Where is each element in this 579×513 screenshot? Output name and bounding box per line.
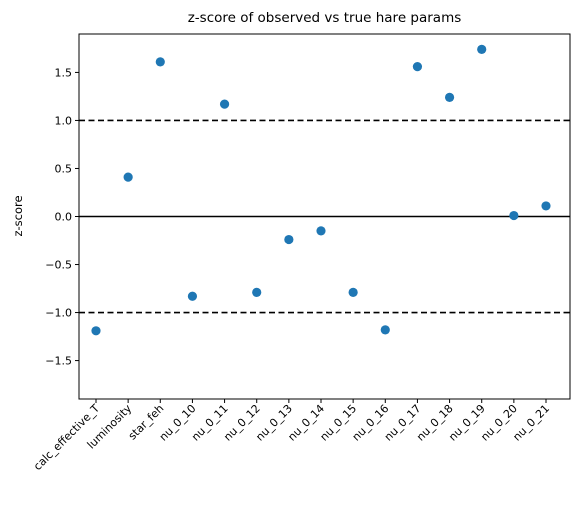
y-tick-label: 1.5: [55, 66, 73, 79]
plot-frame: [78, 33, 571, 400]
data-point: [316, 226, 326, 236]
y-tick-label: −1.5: [45, 355, 72, 368]
data-point: [380, 325, 390, 335]
data-point: [91, 326, 101, 336]
data-point: [252, 287, 262, 297]
data-point: [444, 92, 455, 102]
y-axis-label: z-score: [11, 195, 25, 236]
data-point: [509, 210, 519, 221]
data-point: [155, 57, 165, 67]
reference-lines: [79, 119, 570, 314]
data-points: [91, 44, 551, 336]
data-point: [123, 172, 133, 182]
data-point: [477, 44, 487, 54]
data-point: [348, 287, 358, 297]
y-tick-label: 0.0: [55, 211, 73, 224]
chart-title: z-score of observed vs true hare params: [188, 10, 462, 26]
y-axis-ticks: −1.5 −1.0 −0.5 0.0 0.5 1.0 1.5: [45, 66, 79, 368]
data-point: [412, 62, 423, 72]
y-tick-label: −1.0: [45, 307, 72, 320]
data-point: [187, 291, 198, 301]
y-tick-label: 1.0: [55, 114, 73, 127]
data-point: [284, 234, 294, 245]
data-point: [219, 99, 230, 109]
y-tick-label: −0.5: [45, 259, 72, 272]
data-point: [541, 201, 551, 211]
y-tick-label: 0.5: [55, 162, 73, 175]
x-axis-ticks: calc_effective_Tluminositystar_fehnu_0_1…: [31, 399, 552, 473]
